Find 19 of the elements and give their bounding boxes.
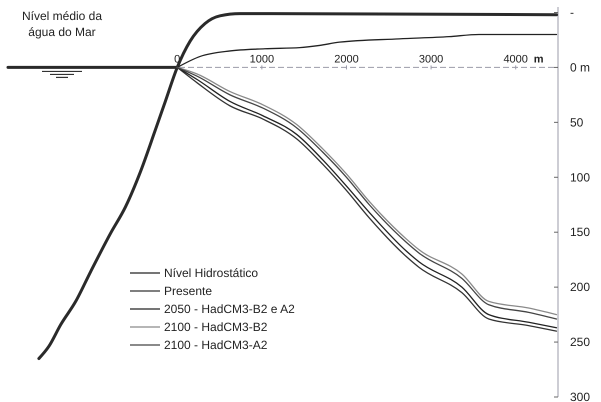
y-tick-label: - <box>570 5 574 20</box>
y-tick-label: 200 <box>570 280 590 294</box>
legend-label: Nível Hidrostático <box>164 266 258 280</box>
x-tick-label: 1000 <box>250 53 274 66</box>
annotation: Nível médio da água do Mar <box>22 9 102 39</box>
y-tick-label: 0 m <box>570 60 590 74</box>
y-tick-label: 250 <box>570 335 590 350</box>
x-tick-label: 4000 <box>503 53 528 66</box>
legend-label: 2050 - HadCM3-B2 e A2 <box>164 302 296 316</box>
legend-label: Presente <box>164 284 212 298</box>
y-tick-label: 100 <box>570 170 590 184</box>
legend-label: 2100 - HadCM3-A2 <box>164 338 268 352</box>
legend-label: 2100 - HadCM3-B2 <box>164 320 268 334</box>
x-tick-label: 3000 <box>418 53 444 66</box>
x-axis-title: m <box>534 53 544 66</box>
y-tick-label: 50 <box>570 115 584 130</box>
x-tick-label: 2000 <box>334 53 359 66</box>
y-tick-label: 150 <box>570 225 590 240</box>
y-tick-label: 300 <box>570 390 590 402</box>
